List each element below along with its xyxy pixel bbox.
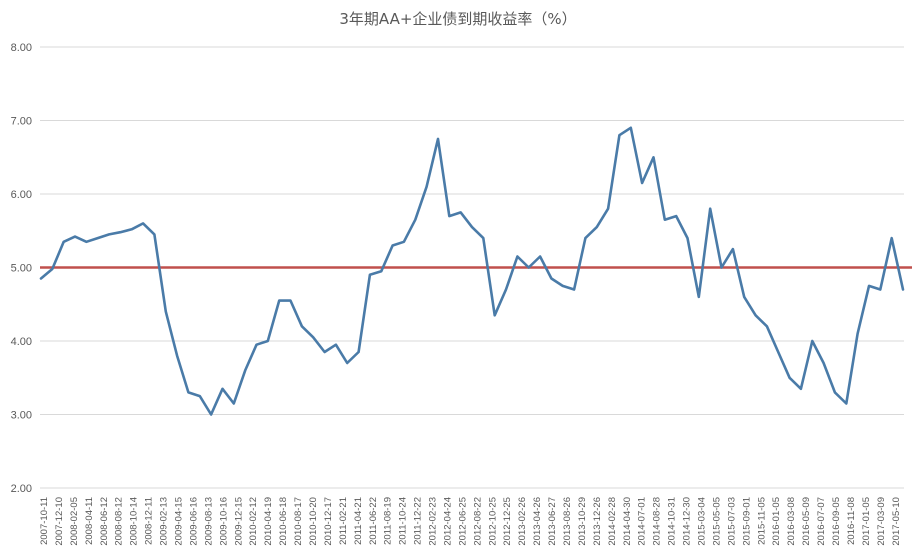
x-tick-label: 2012-06-25 <box>457 497 468 546</box>
x-tick-label: 2013-04-26 <box>532 497 543 546</box>
x-tick-label: 2008-02-05 <box>69 497 80 546</box>
x-tick-label: 2015-07-03 <box>726 497 737 546</box>
x-tick-label: 2013-06-27 <box>547 497 558 546</box>
x-tick-label: 2010-08-17 <box>293 497 304 546</box>
x-tick-label: 2013-10-29 <box>577 497 588 546</box>
x-tick-label: 2013-12-26 <box>592 497 603 546</box>
x-tick-label: 2011-10-24 <box>398 497 409 545</box>
x-tick-label: 2011-12-22 <box>413 497 424 545</box>
y-tick-label: 8.00 <box>11 42 32 54</box>
x-tick-label: 2013-08-26 <box>562 497 573 546</box>
y-tick-label: 2.00 <box>11 483 32 495</box>
x-tick-label: 2011-04-21 <box>353 497 364 545</box>
chart-title: 3年期AA+企业债到期收益率（%） <box>339 10 576 28</box>
x-tick-label: 2016-01-05 <box>771 497 782 546</box>
x-tick-label: 2014-08-28 <box>652 497 663 546</box>
x-tick-label: 2011-06-22 <box>368 497 379 545</box>
x-tick-label: 2012-04-24 <box>442 497 453 546</box>
y-tick-label: 6.00 <box>11 189 32 201</box>
x-tick-label: 2007-10-11 <box>39 497 50 545</box>
x-tick-label: 2017-05-10 <box>891 497 902 546</box>
x-tick-label: 2014-07-01 <box>637 497 648 546</box>
x-tick-label: 2012-08-22 <box>472 497 483 546</box>
x-tick-label: 2010-04-19 <box>263 497 274 546</box>
x-tick-label: 2012-12-25 <box>502 497 513 546</box>
x-tick-label: 2017-01-05 <box>861 497 872 546</box>
y-tick-label: 5.00 <box>11 263 32 275</box>
y-tick-label: 4.00 <box>11 336 32 348</box>
x-tick-label: 2010-06-18 <box>278 497 289 546</box>
x-tick-label: 2015-05-05 <box>711 497 722 546</box>
x-tick-label: 2008-10-14 <box>129 497 140 546</box>
x-tick-label: 2009-02-13 <box>159 497 170 546</box>
x-tick-label: 2014-12-30 <box>682 497 693 546</box>
x-tick-label: 2009-12-15 <box>233 497 244 546</box>
x-tick-label: 2010-02-12 <box>248 497 259 546</box>
x-tick-label: 2011-08-19 <box>383 497 394 545</box>
x-tick-label: 2008-12-11 <box>144 497 155 545</box>
x-tick-label: 2015-03-04 <box>697 497 708 546</box>
x-tick-label: 2016-03-08 <box>786 497 797 546</box>
x-tick-label: 2007-12-10 <box>54 497 65 546</box>
x-tick-label: 2012-10-25 <box>487 497 498 546</box>
x-tick-label: 2016-07-07 <box>816 497 827 546</box>
x-tick-label: 2016-05-09 <box>801 497 812 546</box>
x-tick-label: 2016-09-05 <box>831 497 842 546</box>
x-tick-label: 2008-08-12 <box>114 497 125 546</box>
y-tick-label: 3.00 <box>11 410 32 422</box>
series-group <box>39 126 905 416</box>
x-tick-label: 2009-06-16 <box>188 497 199 546</box>
x-tick-label: 2013-02-26 <box>517 497 528 546</box>
x-tick-label: 2009-04-15 <box>173 497 184 546</box>
x-tick-label: 2014-02-28 <box>607 497 618 546</box>
x-axis-tick-labels: 2007-10-11 2007-12-10 2008-02-05 2008-04-11… <box>39 497 902 546</box>
x-tick-label: 2011-02-21 <box>338 497 349 545</box>
x-tick-label: 2016-11-08 <box>846 497 857 545</box>
x-tick-label: 2017-03-09 <box>876 497 887 546</box>
x-tick-label: 2012-02-23 <box>428 497 439 546</box>
x-tick-label: 2009-10-16 <box>218 497 229 546</box>
x-tick-label: 2014-04-30 <box>622 497 633 546</box>
x-tick-label: 2015-09-01 <box>741 497 752 546</box>
y-tick-label: 7.00 <box>11 116 32 128</box>
yield-series-line <box>39 126 905 416</box>
x-tick-label: 2010-10-20 <box>308 497 319 546</box>
x-tick-label: 2008-06-12 <box>99 497 110 546</box>
y-axis-tick-labels: 2.00 3.00 4.00 5.00 6.00 7.00 8.00 <box>11 42 32 495</box>
x-tick-label: 2014-10-31 <box>667 497 678 546</box>
x-tick-label: 2010-12-17 <box>323 497 334 546</box>
x-tick-label: 2015-11-05 <box>756 497 767 545</box>
x-tick-label: 2008-04-11 <box>84 497 95 545</box>
x-tick-label: 2009-08-13 <box>203 497 214 546</box>
